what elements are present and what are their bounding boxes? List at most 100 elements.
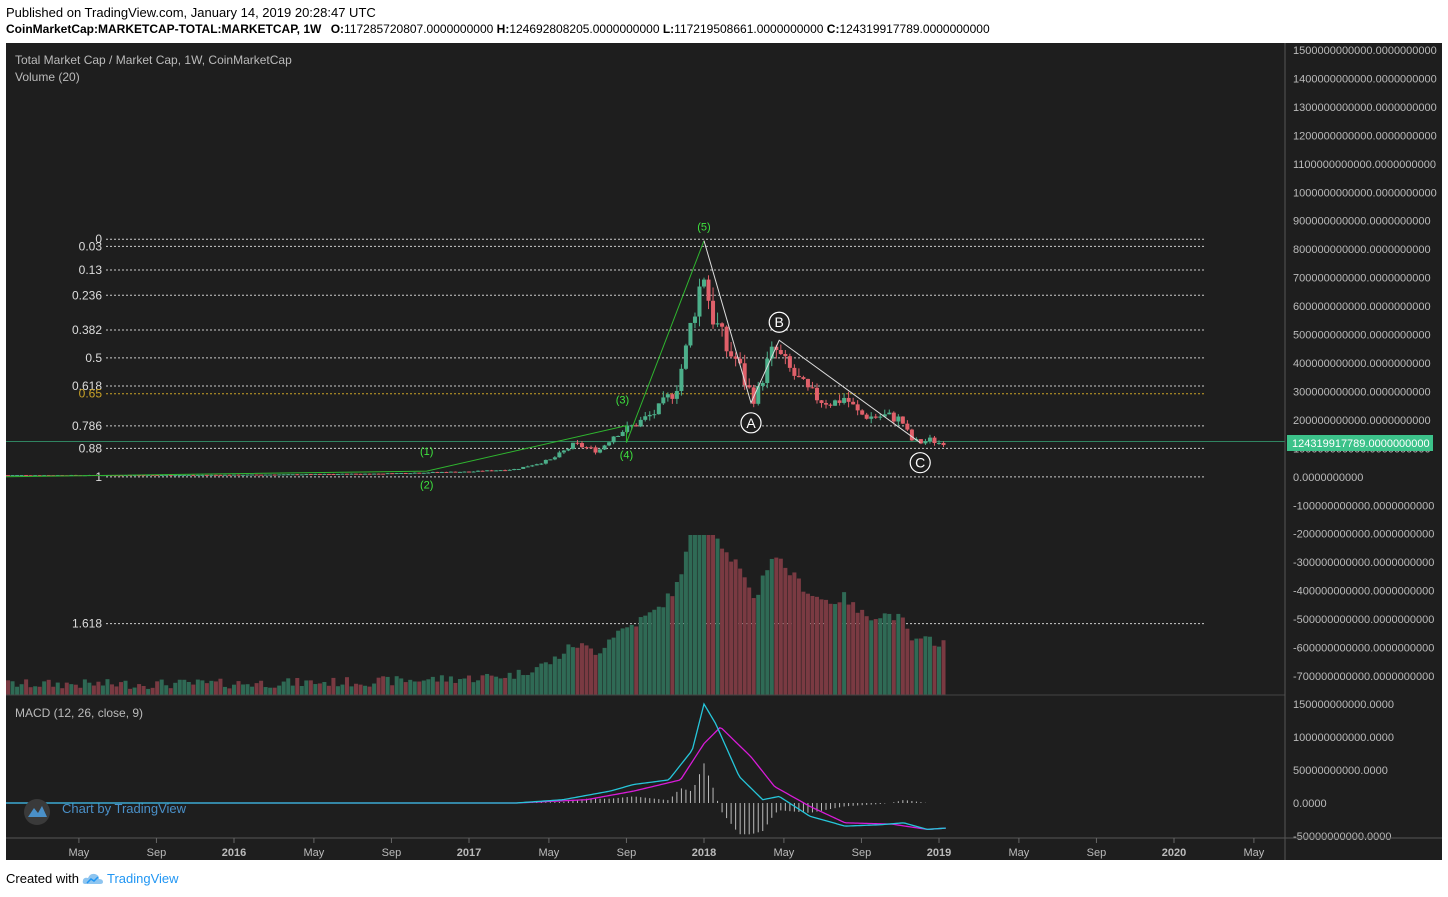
candle-body <box>765 358 770 384</box>
ohlc-c-value: 124319917789.0000000000 <box>839 22 990 36</box>
volume-bar <box>408 679 413 695</box>
volume-bar <box>882 613 887 695</box>
candle-body <box>358 473 363 475</box>
candle-body <box>467 471 471 473</box>
candle-body <box>756 386 761 404</box>
candle-body <box>150 474 155 476</box>
volume-bar <box>173 682 178 695</box>
price-tick-label: -300000000000.0000000000 <box>1293 557 1434 569</box>
volume-bar <box>317 683 322 695</box>
volume-bar <box>236 681 241 695</box>
candle-body <box>372 473 377 475</box>
candle-body <box>344 473 349 475</box>
volume-bar <box>186 681 191 695</box>
volume-bar <box>182 679 187 695</box>
volume-bar <box>204 683 209 695</box>
volume-bar <box>720 548 725 695</box>
volume-bar <box>887 613 892 695</box>
candle-body <box>828 404 833 406</box>
volume-bar <box>661 607 666 695</box>
volume-bar <box>702 535 706 695</box>
volume-bar <box>914 638 919 695</box>
candle-body <box>159 475 164 477</box>
volume-bar <box>60 688 65 695</box>
candle-body <box>186 474 191 476</box>
candle-body <box>747 385 752 388</box>
candle-body <box>774 346 779 351</box>
candle-body <box>141 475 146 477</box>
candle-body <box>525 466 530 468</box>
volume-bar <box>430 676 435 695</box>
volume-bar <box>810 595 815 695</box>
watermark-text: Chart by TradingView <box>62 801 187 816</box>
chart-panel[interactable]: 0 0.03 0.13 0.236 0.382 0.5 0.618 0.65 0.786 0.88… <box>0 43 1442 860</box>
candle-body <box>566 448 571 451</box>
wave-label: (1) <box>420 446 433 458</box>
candle-body <box>448 471 453 473</box>
candle-body <box>512 469 517 471</box>
volume-bar <box>842 592 847 695</box>
candle-body <box>24 475 29 477</box>
volume-bar <box>742 577 747 695</box>
volume-bar <box>778 558 783 695</box>
volume-bar <box>634 626 639 695</box>
candle-body <box>182 474 187 476</box>
volume-bar <box>213 681 218 695</box>
candle-body <box>729 351 734 357</box>
volume-bar <box>932 645 937 695</box>
volume-bar <box>539 663 544 695</box>
volume-bar <box>105 679 110 695</box>
candle-body <box>706 279 711 301</box>
volume-bar <box>146 688 151 695</box>
price-tick-label: -400000000000.0000000000 <box>1293 586 1434 598</box>
candle-body <box>268 474 273 476</box>
watermark[interactable]: Chart by TradingView <box>24 799 187 825</box>
price-tick-label: 500000000000.0000000000 <box>1293 330 1431 342</box>
candle-body <box>363 473 368 475</box>
last-price-text: 124319917789.0000000000 <box>1292 438 1430 450</box>
volume-bar <box>159 679 164 695</box>
volume-bar <box>584 645 589 695</box>
candle-body <box>561 450 566 453</box>
ohlc-l-value: 117219508661.0000000000 <box>674 22 824 36</box>
volume-bar <box>87 682 92 695</box>
volume-bar <box>566 644 571 695</box>
volume-bar <box>322 681 327 695</box>
volume-bar <box>69 684 74 695</box>
time-tick-label: May <box>1009 847 1030 859</box>
candle-body <box>769 346 774 359</box>
candle-body <box>33 475 38 477</box>
footer-brand[interactable]: TradingView <box>106 871 179 886</box>
candle-body <box>507 469 512 471</box>
candle-body <box>426 472 431 474</box>
volume-bar <box>557 658 562 695</box>
volume-bar <box>128 688 133 695</box>
candle-body <box>733 356 738 359</box>
volume-bar <box>851 602 856 695</box>
macd-tick-label: -50000000000.0000 <box>1293 831 1391 843</box>
fib-level-label: 0.786 <box>72 419 102 433</box>
volume-bar <box>42 681 47 695</box>
candle-body <box>620 431 625 436</box>
volume-bar <box>272 687 277 695</box>
price-tick-label: 800000000000.0000000000 <box>1293 244 1431 256</box>
volume-bar <box>498 678 503 695</box>
price-tick-label: 300000000000.0000000000 <box>1293 386 1431 398</box>
volume-bar <box>64 682 69 695</box>
candle-body <box>810 387 815 389</box>
last-price-label: 124319917789.0000000000 <box>1287 435 1433 451</box>
volume-bar <box>900 617 905 695</box>
price-tick-label: 1000000000000.0000000000 <box>1293 187 1437 199</box>
price-tick-label: -100000000000.0000000000 <box>1293 500 1434 512</box>
candle-body <box>485 470 490 472</box>
candle-body <box>164 474 169 476</box>
time-tick-label: Sep <box>1087 847 1107 859</box>
candle-body <box>263 474 268 476</box>
volume-bar <box>489 675 494 695</box>
volume-bar <box>507 672 512 695</box>
candle-body <box>335 474 340 476</box>
time-tick-label: 2017 <box>457 847 481 859</box>
volume-bar <box>828 603 833 695</box>
candle-body <box>299 474 304 476</box>
